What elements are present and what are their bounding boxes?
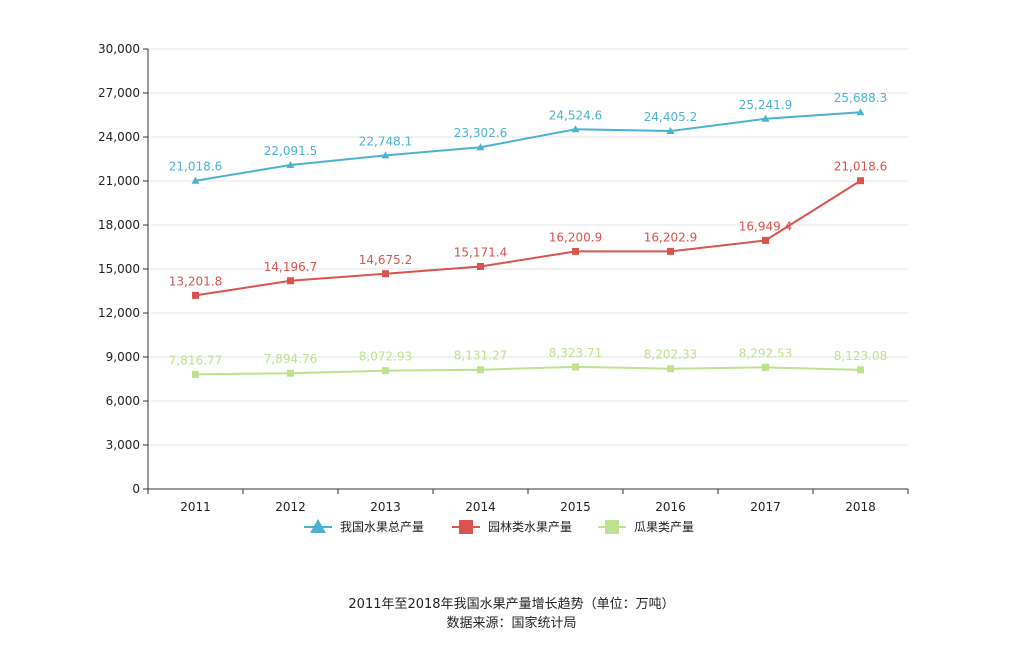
x-tick-label: 2016 bbox=[655, 500, 686, 514]
data-point[interactable] bbox=[762, 236, 769, 244]
data-label: 7,894.76 bbox=[264, 352, 317, 366]
legend[interactable]: 我国水果总产量 园林类水果产量 瓜果类产量 bbox=[304, 519, 694, 534]
data-label: 16,949.4 bbox=[739, 219, 792, 233]
data-point[interactable] bbox=[857, 366, 864, 374]
data-point[interactable] bbox=[667, 247, 674, 255]
data-point[interactable] bbox=[382, 270, 389, 278]
data-point[interactable] bbox=[381, 151, 390, 159]
data-labels: 21,018.6 22,091.5 22,748.1 23,302.6 24,524.6… bbox=[169, 91, 887, 367]
series-lines bbox=[191, 108, 865, 378]
data-label: 21,018.6 bbox=[834, 160, 887, 174]
data-label: 22,091.5 bbox=[264, 144, 317, 158]
data-point[interactable] bbox=[192, 370, 199, 378]
legend-square-icon bbox=[459, 520, 473, 534]
data-point[interactable] bbox=[477, 262, 484, 270]
data-label: 14,196.7 bbox=[264, 260, 317, 274]
legend-triangle-icon bbox=[310, 519, 326, 533]
y-tick-label: 0 bbox=[132, 482, 140, 496]
data-point[interactable] bbox=[192, 291, 199, 299]
x-tick-label: 2013 bbox=[370, 500, 401, 514]
data-point[interactable] bbox=[286, 160, 295, 168]
data-point[interactable] bbox=[572, 247, 579, 255]
y-tick-label: 6,000 bbox=[106, 394, 140, 408]
data-label: 8,072.93 bbox=[359, 350, 412, 364]
data-point[interactable] bbox=[572, 363, 579, 371]
data-point[interactable] bbox=[477, 366, 484, 374]
legend-label: 我国水果总产量 bbox=[340, 520, 424, 534]
x-tick-label: 2011 bbox=[180, 500, 211, 514]
data-point[interactable] bbox=[287, 277, 294, 285]
data-point[interactable] bbox=[667, 365, 674, 373]
legend-item[interactable]: 瓜果类产量 bbox=[598, 520, 694, 534]
data-point[interactable] bbox=[857, 177, 864, 185]
data-label: 15,171.4 bbox=[454, 245, 507, 259]
y-tick-label: 12,000 bbox=[98, 306, 140, 320]
y-tick-label: 24,000 bbox=[98, 130, 140, 144]
data-label: 16,202.9 bbox=[644, 230, 697, 244]
x-tick-label: 2015 bbox=[560, 500, 591, 514]
series-line bbox=[195, 365, 861, 376]
data-label: 8,323.71 bbox=[549, 346, 602, 360]
data-point[interactable] bbox=[666, 127, 675, 135]
series-1 bbox=[191, 108, 865, 184]
data-label: 8,131.27 bbox=[454, 349, 507, 363]
data-point[interactable] bbox=[287, 369, 294, 377]
x-tick-label: 2014 bbox=[465, 500, 496, 514]
data-label: 14,675.2 bbox=[359, 253, 412, 267]
data-label: 23,302.6 bbox=[454, 126, 507, 140]
data-label: 22,748.1 bbox=[359, 134, 412, 148]
y-tick-label: 9,000 bbox=[106, 350, 140, 364]
chart-caption-title: 2011年至2018年我国水果产量增长趋势（单位：万吨） bbox=[348, 597, 675, 612]
data-point[interactable] bbox=[761, 114, 770, 122]
data-label: 24,405.2 bbox=[644, 110, 697, 124]
y-tick-label: 27,000 bbox=[98, 86, 140, 100]
data-label: 16,200.9 bbox=[549, 230, 602, 244]
data-label: 8,123.08 bbox=[834, 349, 887, 363]
data-label: 25,688.3 bbox=[834, 91, 887, 105]
legend-item[interactable]: 我国水果总产量 bbox=[304, 519, 424, 534]
x-tick-label: 2012 bbox=[275, 500, 306, 514]
y-tick-label: 15,000 bbox=[98, 262, 140, 276]
x-tick-label: 2017 bbox=[750, 500, 781, 514]
data-label: 8,202.33 bbox=[644, 348, 697, 362]
legend-square-icon bbox=[605, 520, 619, 534]
axes: 0 3,000 6,000 9,000 12,000 15,000 18,000 21,000… bbox=[98, 42, 909, 514]
data-label: 25,241.9 bbox=[739, 98, 792, 112]
data-label: 7,816.77 bbox=[169, 353, 222, 367]
chart-caption-source: 数据来源：国家统计局 bbox=[446, 616, 577, 631]
legend-label: 园林类水果产量 bbox=[488, 520, 572, 534]
x-tick-label: 2018 bbox=[845, 500, 876, 514]
data-point[interactable] bbox=[856, 108, 865, 116]
series-3 bbox=[192, 363, 864, 378]
y-tick-label: 21,000 bbox=[98, 174, 140, 188]
data-point[interactable] bbox=[762, 363, 769, 371]
data-point[interactable] bbox=[191, 176, 200, 184]
data-point[interactable] bbox=[476, 143, 485, 151]
data-point[interactable] bbox=[571, 125, 580, 133]
data-label: 13,201.8 bbox=[169, 274, 222, 288]
data-point[interactable] bbox=[382, 367, 389, 375]
legend-item[interactable]: 园林类水果产量 bbox=[452, 520, 572, 534]
series-line bbox=[195, 111, 861, 182]
y-tick-label: 30,000 bbox=[98, 42, 140, 56]
data-label: 8,292.53 bbox=[739, 346, 792, 360]
y-tick-label: 3,000 bbox=[106, 438, 140, 452]
legend-label: 瓜果类产量 bbox=[634, 520, 694, 534]
gridlines bbox=[148, 48, 908, 446]
series-line bbox=[195, 179, 862, 297]
data-label: 21,018.6 bbox=[169, 160, 222, 174]
data-label: 24,524.6 bbox=[549, 108, 602, 122]
series-2 bbox=[192, 177, 864, 299]
y-tick-label: 18,000 bbox=[98, 218, 140, 232]
